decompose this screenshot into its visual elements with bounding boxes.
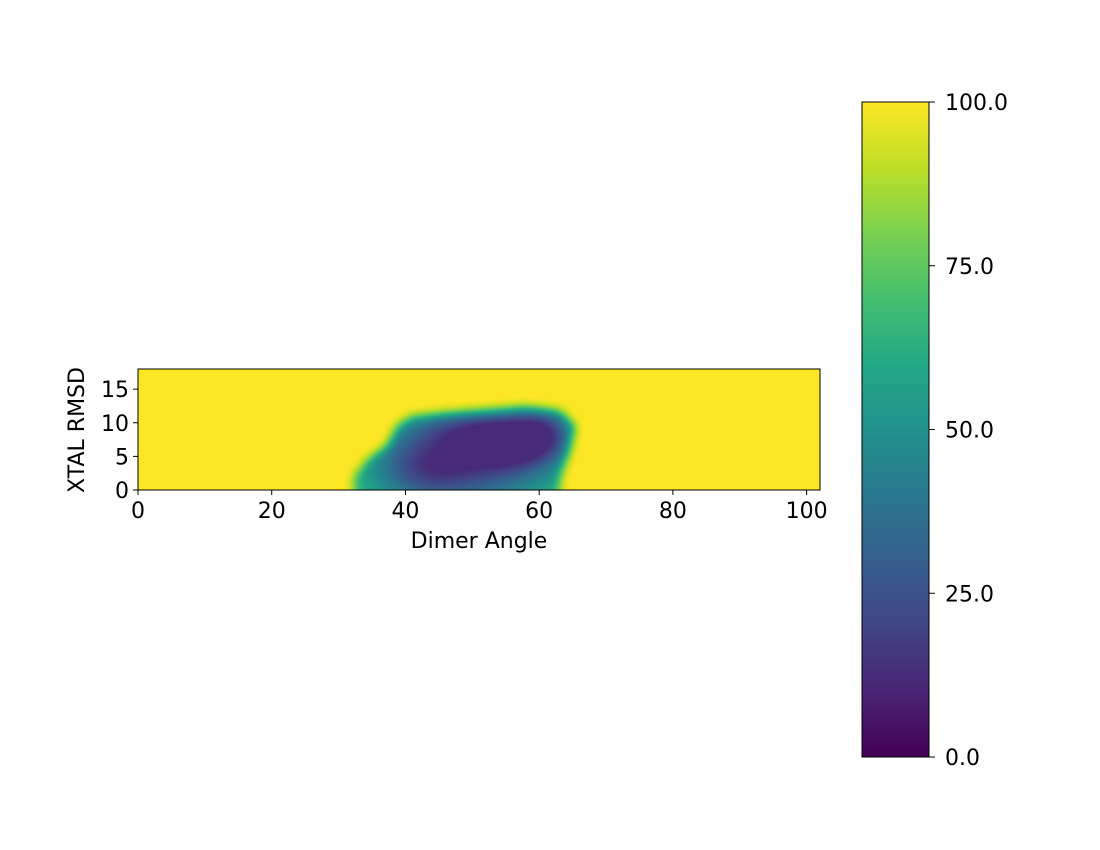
colorbar: 0.0 25.0 50.0 75.0 100.0 bbox=[861, 91, 1008, 771]
x-tick-label: 20 bbox=[258, 499, 286, 524]
colorbar-tick-label: 50.0 bbox=[945, 419, 994, 444]
y-tick-label: 10 bbox=[101, 412, 129, 437]
colorbar-ticks: 0.0 25.0 50.0 75.0 100.0 bbox=[929, 91, 1008, 771]
y-tick-label: 0 bbox=[115, 479, 129, 504]
colorbar-tick-label: 25.0 bbox=[945, 582, 994, 607]
x-axis-label: Dimer Angle bbox=[411, 529, 548, 554]
y-tick-label: 5 bbox=[115, 445, 129, 470]
colorbar-tick-label: 100.0 bbox=[945, 91, 1008, 116]
colorbar-tick-label: 75.0 bbox=[945, 255, 994, 280]
heatmap-image bbox=[138, 369, 820, 490]
x-axis: 0 20 40 60 80 100 bbox=[131, 490, 828, 524]
x-tick-label: 80 bbox=[659, 499, 687, 524]
colorbar-gradient bbox=[861, 101, 930, 758]
y-axis-label: XTAL RMSD bbox=[65, 367, 90, 493]
x-tick-label: 0 bbox=[131, 499, 145, 524]
plot-frame bbox=[137, 368, 821, 491]
x-tick-label: 60 bbox=[525, 499, 553, 524]
y-axis: 0 5 10 15 bbox=[101, 378, 138, 504]
y-tick-label: 15 bbox=[101, 378, 129, 403]
x-tick-label: 100 bbox=[786, 499, 828, 524]
x-tick-label: 40 bbox=[391, 499, 419, 524]
colorbar-tick-label: 0.0 bbox=[945, 746, 980, 771]
plot-area bbox=[137, 368, 821, 491]
